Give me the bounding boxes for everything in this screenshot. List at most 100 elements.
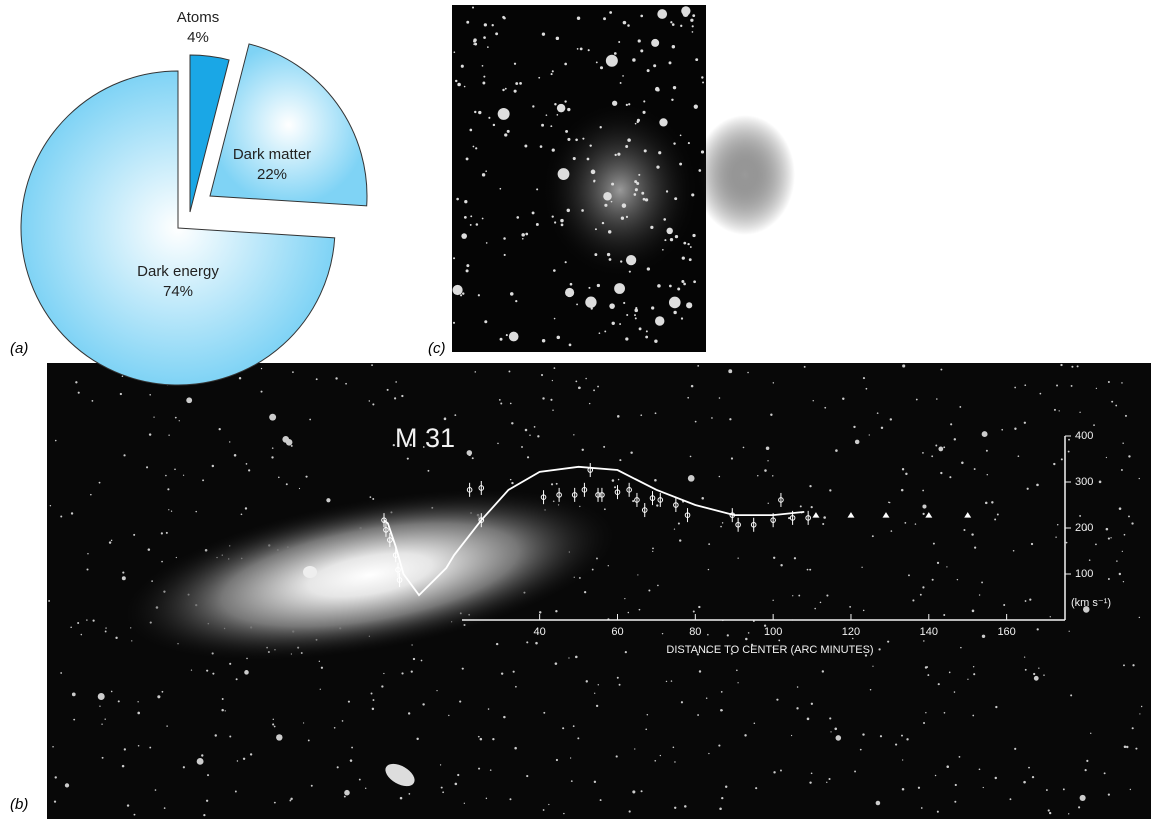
star (594, 228, 597, 231)
star (1107, 793, 1110, 796)
star (940, 471, 943, 475)
star (499, 187, 502, 190)
star (168, 509, 170, 511)
star (956, 578, 959, 581)
star (701, 76, 704, 79)
star (525, 232, 529, 236)
star (745, 637, 748, 641)
star (700, 150, 705, 154)
star (793, 557, 797, 560)
star (272, 718, 274, 721)
star (535, 641, 538, 645)
star (444, 417, 446, 419)
star (613, 486, 617, 489)
star (315, 378, 318, 381)
star (982, 786, 984, 789)
star (70, 512, 74, 515)
star (1107, 537, 1110, 540)
satellite-galaxy (303, 566, 317, 578)
star (77, 391, 80, 394)
star (666, 227, 673, 235)
star (1060, 363, 1063, 367)
star (463, 215, 467, 219)
star (640, 49, 644, 53)
star (628, 103, 631, 106)
star (292, 371, 294, 374)
star (736, 669, 738, 672)
star (1120, 469, 1123, 471)
data-point (641, 507, 648, 513)
star (440, 786, 443, 789)
star (75, 381, 78, 384)
star (563, 812, 565, 815)
star (744, 734, 747, 737)
star (696, 653, 700, 656)
star (607, 230, 612, 234)
star (358, 778, 361, 781)
data-point (478, 517, 485, 523)
star (690, 18, 694, 22)
star (410, 670, 413, 673)
star (531, 211, 535, 215)
star (819, 601, 822, 604)
star (901, 787, 905, 791)
data-point (735, 521, 741, 528)
star (105, 627, 107, 629)
star (1105, 456, 1108, 459)
star (133, 533, 136, 536)
star (1116, 560, 1118, 562)
star (569, 757, 572, 759)
star (370, 692, 373, 695)
star (161, 690, 164, 693)
star (665, 680, 668, 683)
star (551, 70, 554, 73)
star (737, 557, 739, 559)
panel-label: (b) (10, 796, 28, 813)
star (597, 684, 600, 686)
star (706, 651, 709, 654)
star (131, 640, 133, 642)
star (87, 553, 89, 555)
star (645, 728, 648, 731)
star (242, 757, 246, 760)
star (577, 386, 581, 390)
star (994, 518, 997, 521)
star (499, 337, 503, 341)
star (195, 510, 197, 513)
star (657, 584, 659, 587)
star (567, 137, 571, 141)
star (593, 780, 597, 784)
star (564, 261, 567, 264)
star (511, 422, 514, 425)
star (460, 294, 463, 297)
star (52, 746, 54, 748)
star (1121, 382, 1123, 384)
star (485, 170, 487, 172)
star (806, 717, 810, 721)
star (532, 105, 535, 108)
star (625, 337, 629, 341)
star (729, 418, 732, 421)
star (1107, 380, 1110, 383)
star (512, 670, 515, 673)
star (721, 522, 724, 524)
star (392, 443, 395, 447)
star (551, 148, 555, 152)
star (481, 217, 484, 220)
star (347, 700, 350, 703)
star (711, 417, 713, 419)
star (634, 180, 638, 184)
star (645, 335, 649, 339)
data-point (925, 512, 933, 518)
y-axis-label: (km s⁻¹) (1071, 597, 1111, 609)
star (701, 497, 704, 500)
star (853, 425, 856, 429)
star (500, 402, 503, 405)
star (54, 776, 57, 779)
star (900, 488, 904, 492)
star (698, 169, 702, 172)
star (442, 791, 445, 794)
star (336, 766, 339, 769)
slice-label: Dark matter (233, 146, 311, 163)
